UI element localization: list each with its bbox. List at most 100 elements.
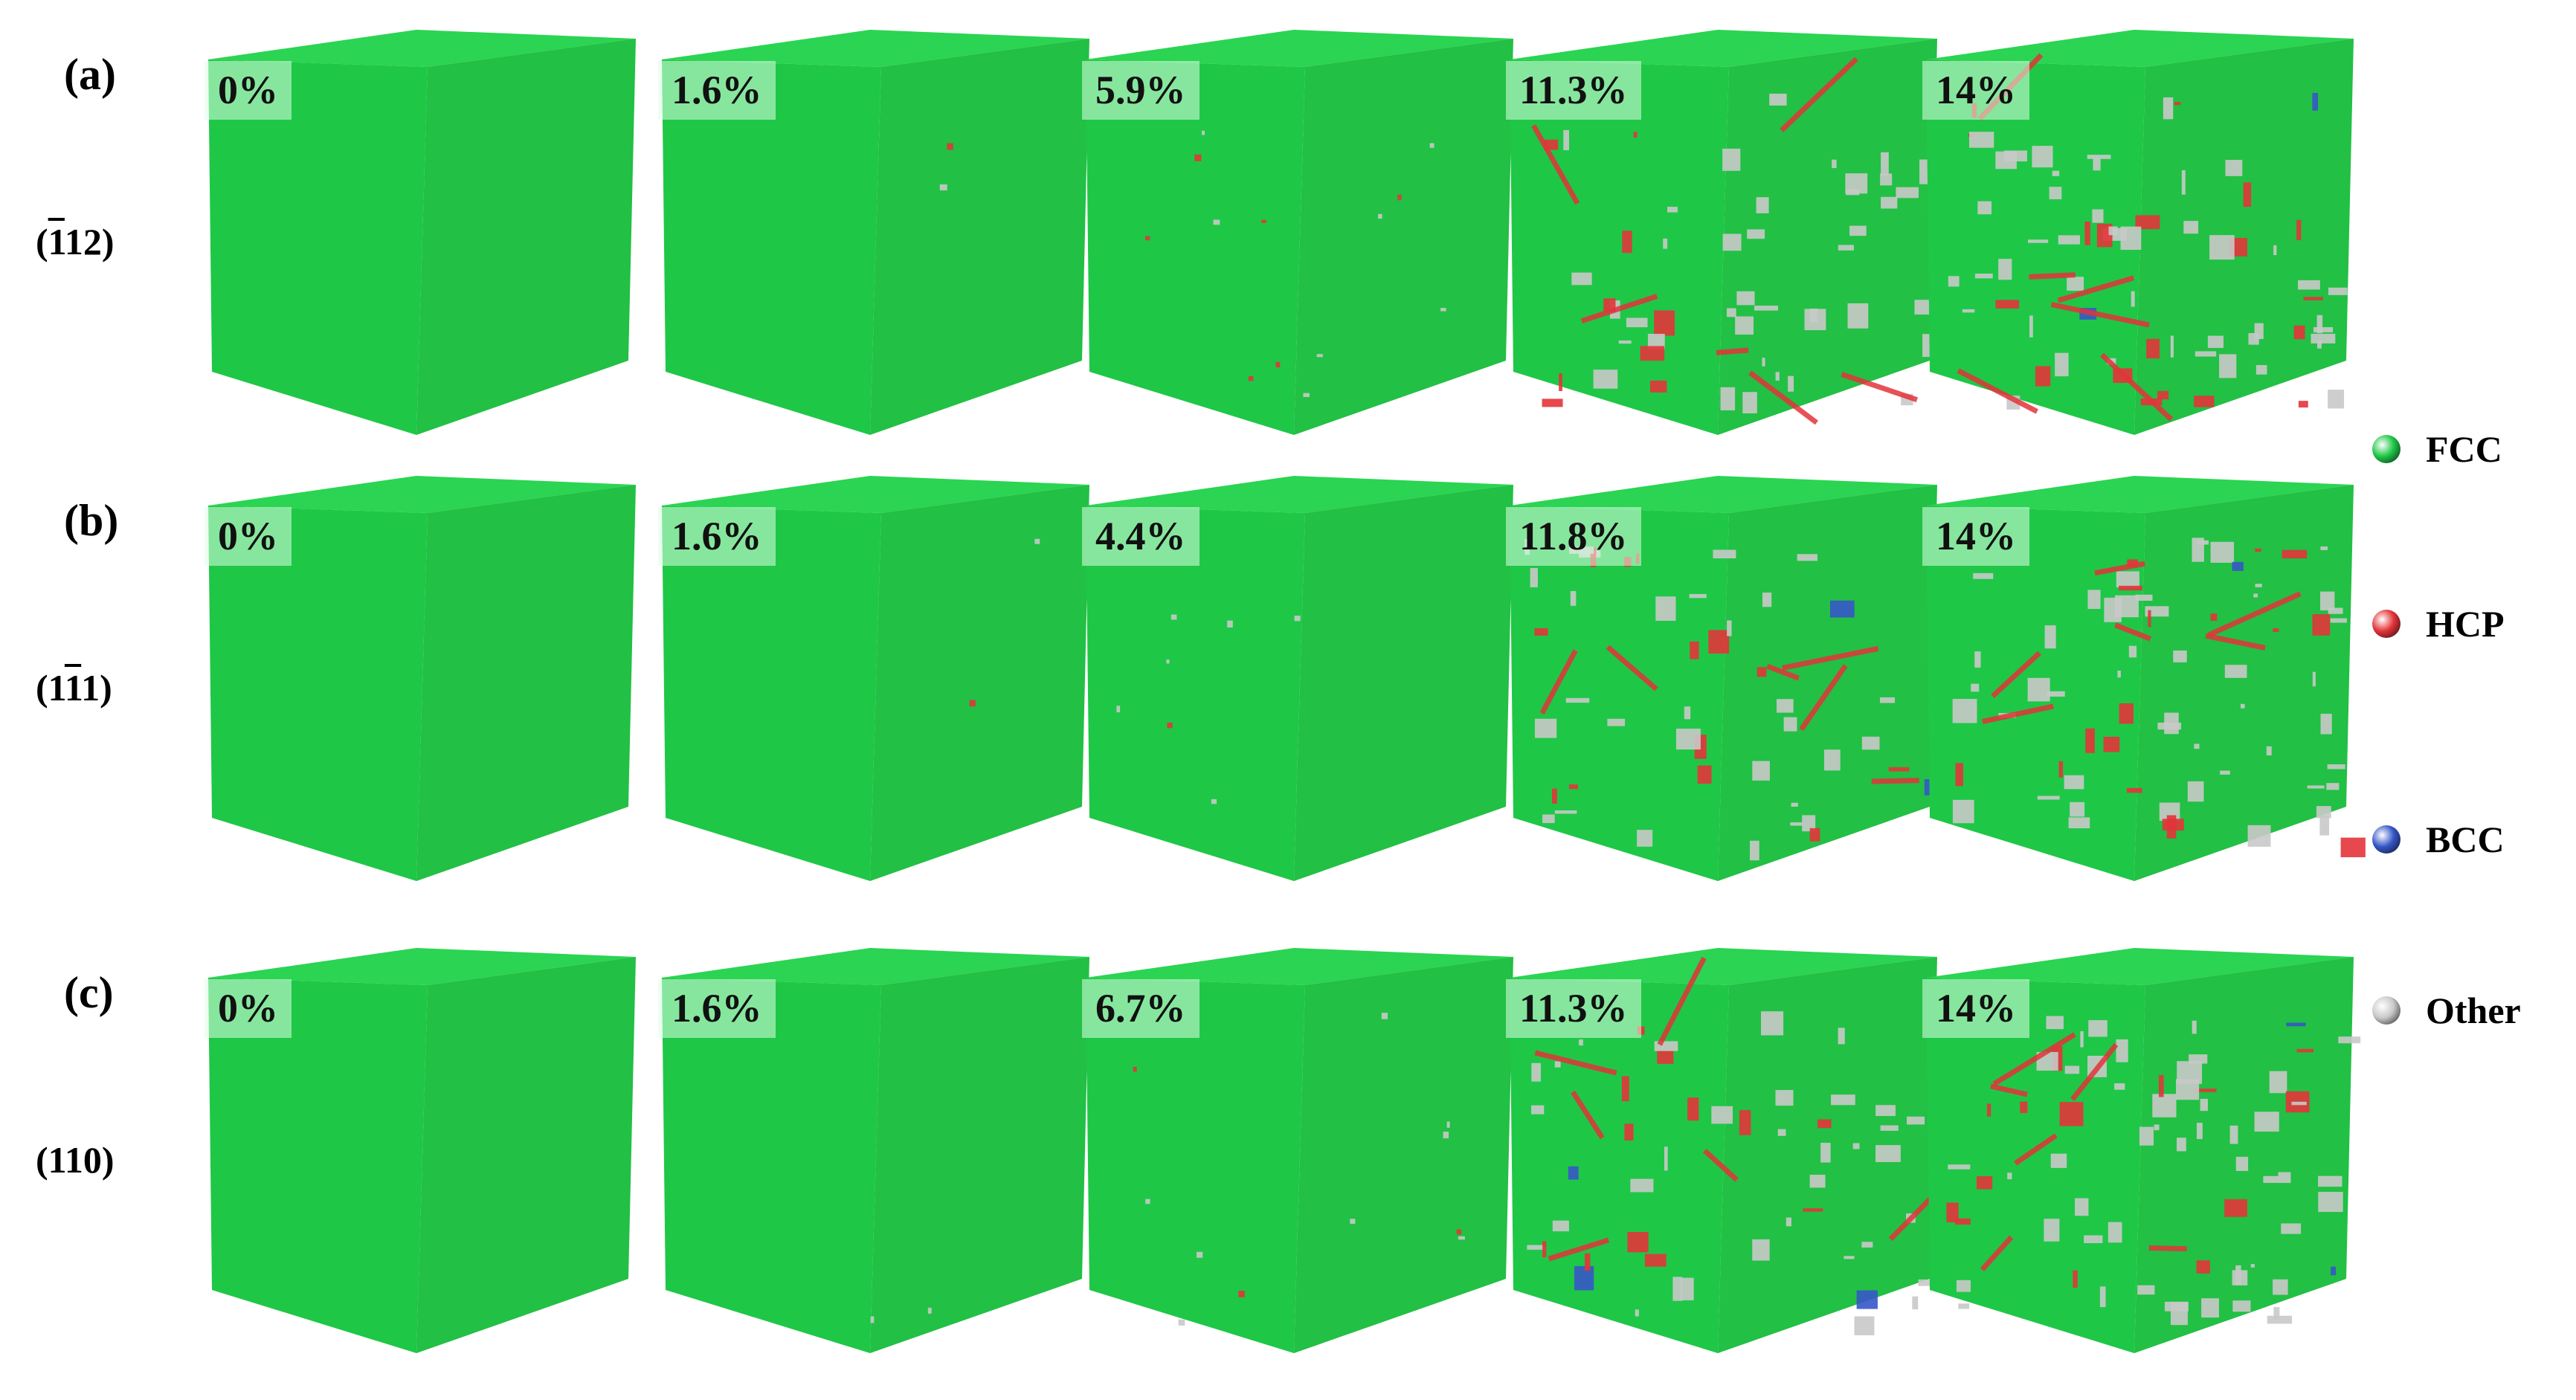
defect-atom-cluster [2243, 182, 2252, 207]
defect-atom-cluster [1261, 219, 1266, 223]
defect-atom-cluster [2286, 1022, 2306, 1027]
defect-atom-cluster [2092, 209, 2104, 223]
defect-atom-cluster [2049, 187, 2062, 200]
defect-atom-cluster [1378, 213, 1382, 219]
atom-cube-render [1926, 30, 2354, 435]
stacking-fault-band [1702, 1148, 1739, 1182]
defect-atom-cluster [1565, 697, 1590, 703]
green-sphere-icon [2372, 435, 2400, 463]
defect-atom-cluster [1294, 616, 1301, 622]
plane-index-part: (110) [36, 1139, 115, 1181]
defect-atom-cluster [1736, 291, 1755, 306]
stacking-fault-band [1957, 368, 2038, 414]
atom-cube-render [208, 948, 636, 1353]
defect-atom-cluster [2281, 1223, 2302, 1234]
cube-left-face [1510, 978, 1729, 1353]
cube-right-face [416, 485, 636, 881]
plane-index-part: 1 [64, 667, 82, 709]
defect-atom-cluster [1775, 372, 1780, 381]
defect-atom-cluster [2318, 1175, 2342, 1187]
defect-atom-cluster [2224, 665, 2247, 678]
defect-atom-cluster [1585, 1253, 1591, 1271]
strain-label: 0% [205, 979, 292, 1039]
defect-atom-cluster [1456, 1229, 1461, 1235]
defect-atom-cluster [2320, 591, 2335, 610]
cube-left-face [1086, 978, 1305, 1353]
defect-atom-cluster [1194, 154, 1202, 161]
defect-atom-cluster [2108, 226, 2118, 236]
defect-atom-cluster [1918, 1279, 1939, 1286]
defect-atom-cluster [1881, 196, 1898, 209]
defect-atom-cluster [2029, 315, 2033, 338]
defect-atom-cluster [2298, 401, 2308, 408]
defect-atom-cluster [2296, 1048, 2314, 1053]
defect-atom-cluster [1551, 788, 1557, 804]
defect-atom-cluster [1762, 358, 1765, 367]
defect-atom-cluster [1912, 1296, 1919, 1310]
defect-atom-cluster [2316, 314, 2323, 334]
defect-atom-cluster [1552, 1220, 1569, 1232]
defect-atom-cluster [2250, 1264, 2255, 1268]
defect-atom-cluster [1531, 1105, 1545, 1114]
defect-atom-cluster [2174, 102, 2181, 106]
defect-atom-cluster [2201, 1298, 2219, 1318]
defect-atom-cluster [1649, 380, 1667, 393]
cube-top-face [662, 948, 1089, 985]
defect-atom-cluster [2273, 628, 2279, 633]
defect-atom-cluster [2196, 1123, 2203, 1140]
defect-atom-cluster [2075, 1198, 2089, 1216]
defect-atom-cluster [2173, 650, 2187, 662]
defect-atom-cluster [947, 143, 953, 150]
defect-atom-cluster [1397, 194, 1402, 201]
defect-atom-cluster [2177, 1061, 2203, 1084]
defect-atom-cluster [1690, 641, 1699, 659]
defect-atom-cluster [2046, 1016, 2064, 1030]
defect-atom-cluster [2318, 1192, 2343, 1213]
cube-right-face [870, 957, 1089, 1353]
defect-atom-cluster [2135, 594, 2153, 601]
cube-top-face [208, 30, 636, 67]
defect-atom-cluster [2170, 335, 2174, 358]
defect-atom-cluster [1831, 1094, 1855, 1106]
defect-atom-cluster [1171, 614, 1177, 620]
defect-atom-cluster [1446, 1121, 1450, 1128]
defect-atom-cluster [1761, 1011, 1784, 1036]
defect-atom-cluster [2068, 817, 2090, 829]
defect-atom-cluster [2027, 677, 2050, 702]
defect-atom-cluster [1777, 1129, 1786, 1136]
defect-atom-cluster [2197, 540, 2209, 545]
defect-atom-cluster [1571, 272, 1592, 286]
defect-atom-cluster [1167, 722, 1173, 729]
defect-atom-cluster [2157, 722, 2182, 730]
defect-atom-cluster [2273, 1279, 2288, 1295]
defect-atom-cluster [2224, 1199, 2247, 1217]
defect-atom-cluster [2128, 645, 2137, 658]
defect-atom-cluster [1727, 308, 1736, 317]
cube-left-face [1086, 59, 1305, 435]
defect-atom-cluster [1845, 173, 1868, 194]
defect-atom-cluster [1880, 697, 1896, 703]
cube-top-face [1510, 30, 1937, 67]
defect-atom-cluster [1809, 828, 1820, 842]
strain-label: 0% [205, 507, 292, 567]
defect-atom-cluster [1145, 236, 1150, 241]
stacking-fault-band [2114, 622, 2151, 642]
plane-index-part: 12) [64, 221, 115, 262]
defect-atom-cluster [2219, 354, 2237, 378]
defect-atom-cluster [1443, 1132, 1449, 1139]
cube-right-face [2134, 957, 2354, 1353]
defect-atom-cluster [2273, 245, 2277, 256]
defect-atom-cluster [1202, 130, 1205, 135]
defect-atom-cluster [2317, 341, 2322, 349]
strain-label: 1.6% [658, 507, 776, 567]
defect-atom-cluster [1697, 765, 1712, 784]
legend-label: Other [2426, 990, 2521, 1031]
defect-atom-cluster [2158, 1074, 2164, 1097]
defect-atom-cluster [2331, 1266, 2337, 1276]
defect-atom-cluster [2137, 1285, 2155, 1295]
defect-atom-cluster [1563, 129, 1569, 151]
defect-atom-cluster [1440, 308, 1446, 312]
defect-atom-cluster [2330, 618, 2347, 623]
crystal-plane-label: (110) [36, 1141, 115, 1178]
strain-label: 6.7% [1082, 979, 1200, 1039]
